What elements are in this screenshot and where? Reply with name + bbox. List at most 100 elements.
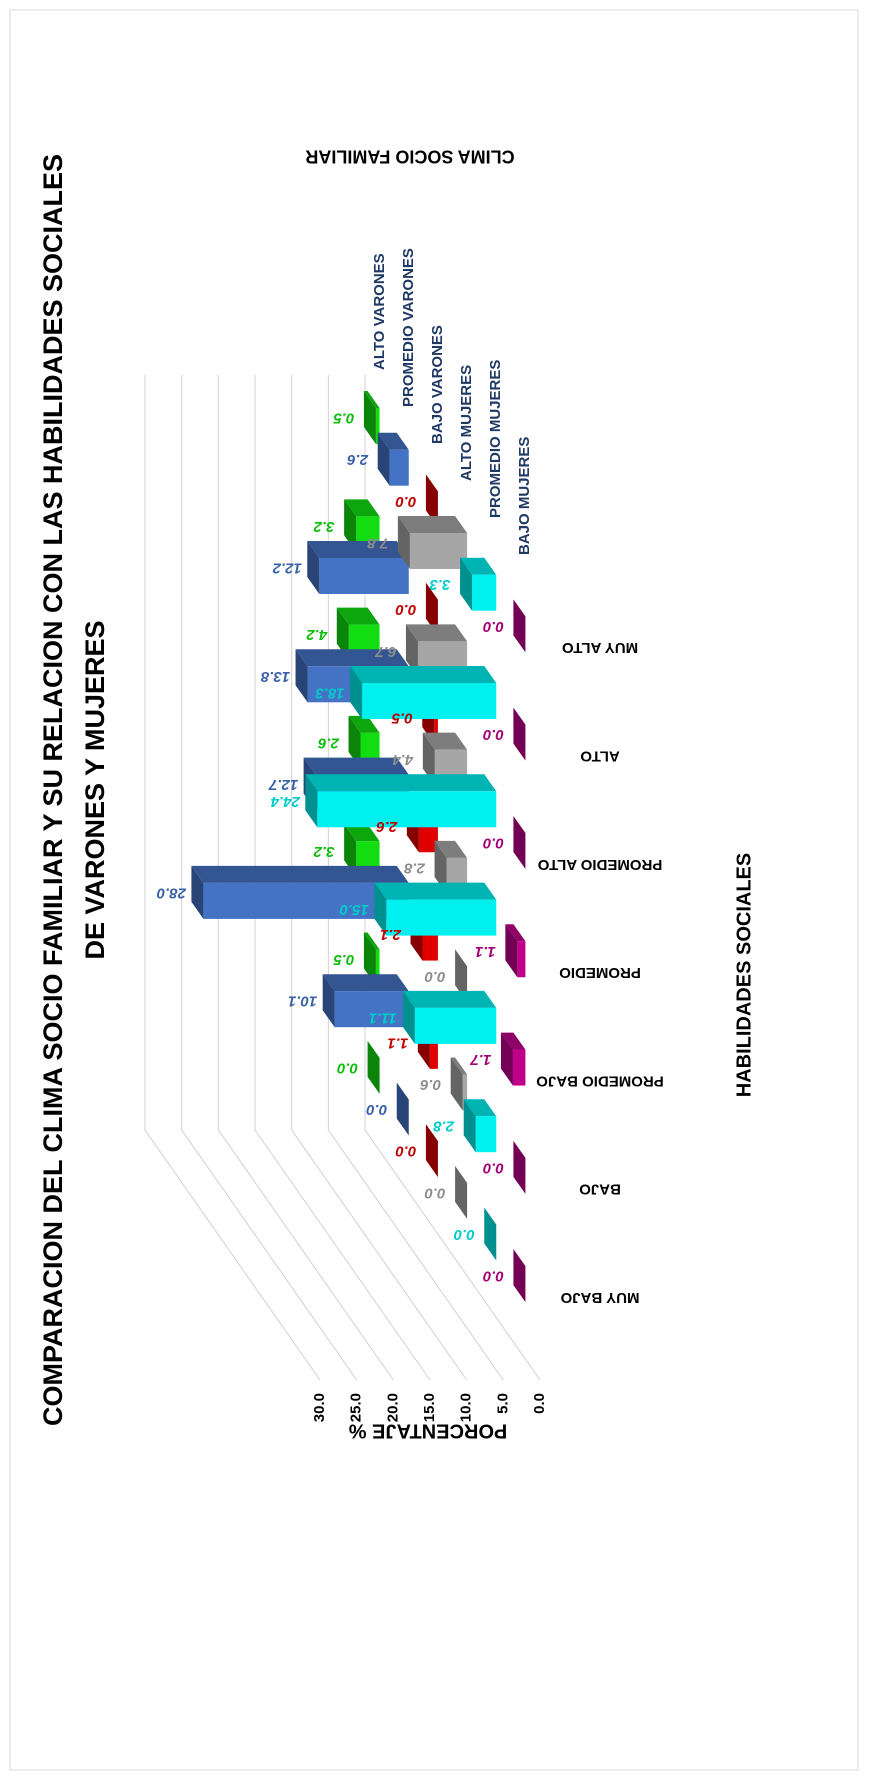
bar-face <box>472 574 497 611</box>
chart-title: COMPARACION DEL CLIMA SOCIO FAMILIAR Y S… <box>38 154 68 1426</box>
data-label: 3.3 <box>429 576 451 593</box>
series-label: PROMEDIO MUJERES <box>487 360 504 518</box>
bar-end <box>425 582 438 636</box>
bar-end <box>505 924 518 978</box>
bar-face <box>362 683 497 719</box>
data-label: 15.0 <box>339 901 369 918</box>
bar-end <box>402 990 415 1044</box>
data-label: 4.4 <box>392 751 415 768</box>
bar <box>513 815 526 869</box>
grid-line <box>217 375 394 1381</box>
y-tick-label: 10.0 <box>458 1393 475 1422</box>
data-label: 28.0 <box>156 884 187 901</box>
series-label: ALTO MUJERES <box>458 365 475 481</box>
data-label: 0.0 <box>482 726 504 743</box>
bar <box>455 1165 468 1219</box>
bar-face <box>334 991 409 1028</box>
bar-side <box>397 516 468 534</box>
bar-side <box>305 774 497 792</box>
y-tick-label: 25.0 <box>348 1393 365 1422</box>
bar-end <box>336 607 349 661</box>
bar <box>402 990 497 1044</box>
data-label: 24.4 <box>270 793 301 810</box>
y-tick-label: 15.0 <box>421 1393 438 1422</box>
data-label: 13.8 <box>260 668 290 685</box>
data-label: 0.0 <box>424 1184 446 1201</box>
data-label: 18.3 <box>315 685 345 702</box>
bar-end <box>295 649 308 703</box>
chart-title: DE VARONES Y MUJERES <box>80 620 110 959</box>
data-label: 10.1 <box>288 993 317 1010</box>
bar <box>425 474 438 528</box>
bar-end <box>513 815 526 869</box>
bar-end <box>455 949 468 1003</box>
bar-end <box>460 557 473 611</box>
bar-end <box>322 974 335 1028</box>
data-label: 3.2 <box>313 843 335 860</box>
bar-side <box>374 882 497 900</box>
data-label: 0.5 <box>333 951 355 968</box>
bar-face <box>434 707 438 744</box>
x-tick-label: MUY ALTO <box>562 639 638 656</box>
data-label: 2.6 <box>317 734 340 751</box>
bar <box>484 1207 497 1261</box>
bar <box>350 666 497 719</box>
data-label: 0.0 <box>337 1059 359 1076</box>
bar-side <box>363 391 380 409</box>
bar-end <box>450 1057 463 1111</box>
bar-end <box>484 1207 497 1261</box>
bar-end <box>363 932 376 986</box>
bar-face <box>414 1007 497 1044</box>
bar-face <box>319 558 409 594</box>
series-label: BAJO MUJERES <box>516 437 533 555</box>
bar-side <box>405 624 468 642</box>
bar-side <box>460 557 497 575</box>
bar-end <box>513 1249 526 1303</box>
data-label: 4.2 <box>306 626 329 643</box>
z-axis-title: CLIMA SOCIO FAMILIAR <box>305 146 514 166</box>
bar-side <box>336 607 380 625</box>
data-label: 0.0 <box>482 618 504 635</box>
data-label: 2.8 <box>433 1118 456 1135</box>
bar-end <box>500 1032 513 1086</box>
bar <box>363 391 380 445</box>
bar-face <box>409 533 468 570</box>
bar-side <box>307 541 409 558</box>
data-label: 0.0 <box>482 1268 504 1285</box>
bar-face <box>429 1032 438 1069</box>
bar-end <box>367 1040 380 1094</box>
bar-face <box>317 791 497 828</box>
bar-side <box>295 649 409 667</box>
bar-end <box>344 824 357 878</box>
data-label: 0.5 <box>391 709 413 726</box>
x-tick-label: ALTO <box>580 748 620 765</box>
bar-end <box>397 516 410 570</box>
bar-side <box>422 732 468 750</box>
bar-side <box>363 932 380 950</box>
bar <box>307 541 409 594</box>
data-label: 0.0 <box>482 1159 504 1176</box>
bar-end <box>307 541 320 594</box>
bar-side <box>350 666 497 683</box>
data-label: 0.0 <box>453 1226 475 1243</box>
bar-end <box>455 1165 468 1219</box>
data-label: 0.0 <box>424 968 446 985</box>
data-label: 0.0 <box>482 834 504 851</box>
bar-face <box>512 1049 526 1086</box>
series-label: PROMEDIO VARONES <box>400 248 417 407</box>
bar-end <box>305 774 318 828</box>
bar-face <box>517 941 526 978</box>
bar <box>513 707 526 761</box>
bar <box>425 582 438 636</box>
data-label: 1.7 <box>470 1051 492 1068</box>
data-label: 1.1 <box>475 943 496 960</box>
data-label: 0.5 <box>333 410 355 427</box>
y-tick-label: 0.0 <box>531 1393 548 1414</box>
grid-line <box>327 375 504 1381</box>
bar-side <box>434 840 468 858</box>
data-label: 2.8 <box>403 859 426 876</box>
x-tick-label: BAJO <box>579 1181 621 1198</box>
bar-end <box>344 499 357 553</box>
bar-side <box>377 432 409 450</box>
